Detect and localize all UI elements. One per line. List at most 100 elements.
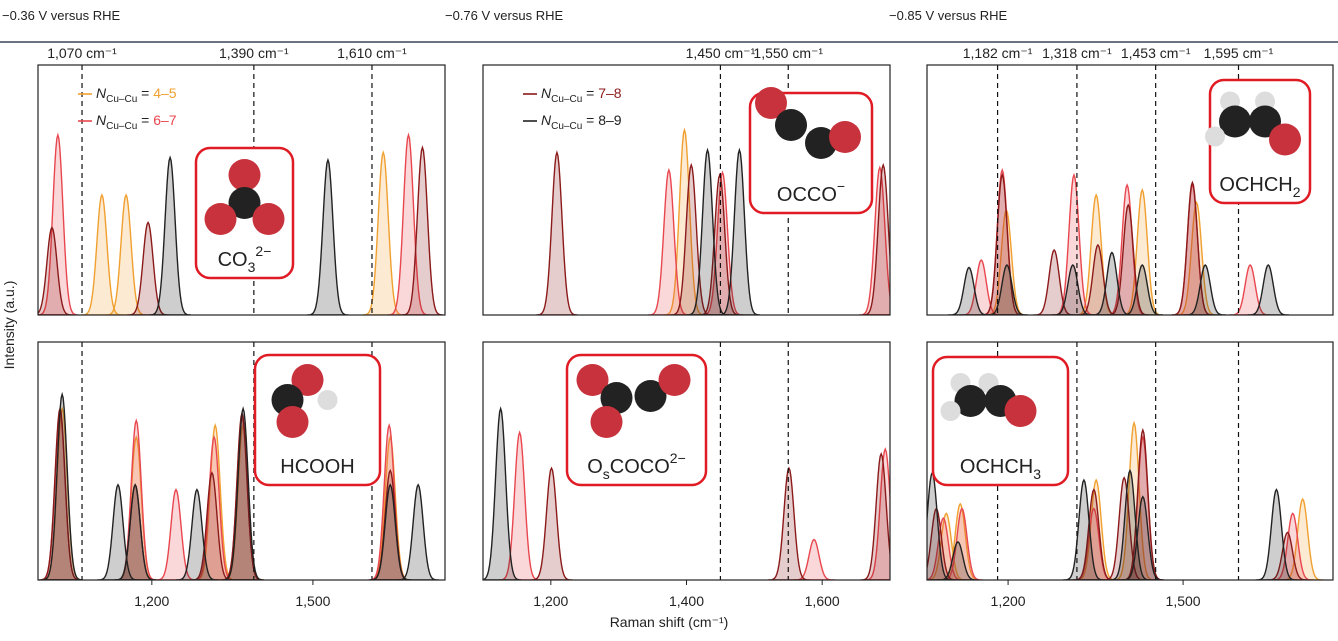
species-label: OCHCH3: [960, 456, 1041, 482]
species-base: OCHCH: [960, 456, 1033, 478]
peak: [97, 483, 139, 580]
species-sup: 2−: [670, 450, 686, 466]
legend-range: 4–5: [153, 85, 177, 101]
legend-entry: NCu–Cu = 6–7: [96, 112, 177, 132]
peak: [387, 132, 430, 315]
peak: [1122, 495, 1164, 580]
legend-sign: =: [582, 112, 598, 128]
x-tick-label: 1,400: [669, 593, 704, 609]
species-base: O: [587, 456, 603, 478]
legend-sign: =: [137, 85, 153, 101]
species-label: OsCOCO2−: [587, 450, 686, 482]
peak: [1109, 468, 1151, 580]
peak: [986, 264, 1028, 315]
peak: [483, 406, 522, 580]
peak: [701, 170, 744, 315]
peak: [362, 150, 404, 315]
x-tick-label: 1,200: [134, 593, 169, 609]
atom: [590, 406, 623, 438]
atom: [1219, 105, 1251, 138]
peak: [1175, 200, 1218, 315]
peak: [941, 507, 983, 580]
atom: [658, 364, 691, 396]
peak: [860, 451, 890, 580]
legend-sign: =: [137, 112, 153, 128]
legend-range: 8–9: [598, 112, 622, 128]
atom: [228, 159, 261, 191]
x-tick-label: 1,500: [1166, 593, 1201, 609]
x-axis-label: Raman shift (cm⁻¹): [610, 614, 729, 630]
peak: [307, 157, 349, 315]
peak: [498, 430, 541, 580]
legend-symbol: N: [96, 112, 107, 128]
atom: [805, 127, 837, 159]
species-base: CO: [218, 249, 248, 271]
atom: [829, 121, 861, 153]
peak: [114, 483, 156, 580]
plot-area: [483, 406, 890, 580]
peak: [1121, 188, 1163, 315]
atom: [954, 385, 987, 417]
species-sup: −: [837, 178, 845, 194]
peak: [176, 488, 218, 580]
x-tick-label: 1,200: [991, 593, 1026, 609]
x-tick-label: 1,200: [533, 593, 568, 609]
atom: [1004, 395, 1037, 427]
legend-symbol: N: [541, 112, 552, 128]
atom: [634, 380, 667, 412]
peak: [981, 172, 1023, 315]
peak: [222, 406, 264, 580]
species-sub: 3: [1033, 466, 1041, 482]
atom: [317, 390, 338, 410]
x-tick-label: 1,500: [295, 593, 330, 609]
x-tick-label: 1,600: [805, 593, 840, 609]
panel-frame: [37, 64, 446, 316]
species-sub: 3: [248, 259, 256, 275]
peak: [536, 150, 578, 315]
peak: [127, 221, 169, 315]
legend-symbol: N: [96, 85, 107, 101]
peak: [1052, 264, 1094, 315]
species-label: OCHCH2: [1219, 174, 1300, 200]
atom: [940, 401, 961, 421]
species-base: HCOOH: [280, 456, 354, 478]
atom: [204, 203, 237, 235]
reference-label: 1,450 cm⁻¹: [686, 45, 756, 61]
species-sup: 2−: [255, 243, 271, 259]
legend-subscript: Cu–Cu: [551, 94, 582, 105]
atom: [576, 364, 609, 396]
peak: [1121, 264, 1163, 315]
peak: [670, 162, 712, 315]
species-sub: s: [603, 466, 610, 482]
peak: [859, 165, 890, 315]
peak: [862, 162, 890, 315]
peak: [1107, 203, 1149, 315]
atom: [1269, 123, 1301, 156]
species-sub: 2: [1293, 184, 1301, 200]
legend-entry: NCu–Cu = 7–8: [541, 85, 622, 105]
peak: [194, 423, 236, 580]
peak: [686, 147, 729, 315]
plot-area: [927, 420, 1324, 580]
reference-label: 1,610 cm⁻¹: [337, 45, 407, 61]
peak: [530, 466, 573, 580]
column-header: −0.85 V versus RHE: [889, 8, 1007, 23]
peak: [927, 512, 967, 580]
peak: [221, 410, 263, 580]
peak: [1075, 478, 1117, 580]
peak: [1063, 478, 1105, 580]
peak: [1255, 488, 1298, 580]
peak: [864, 447, 890, 580]
panel-frame: [482, 64, 891, 316]
peak: [1033, 248, 1075, 315]
peak: [663, 127, 706, 315]
peak: [193, 435, 235, 580]
species-label: OCCO−: [777, 178, 845, 206]
reference-label: 1,070 cm⁻¹: [47, 45, 117, 61]
peak: [718, 147, 761, 315]
column-header: −0.36 V versus RHE: [2, 8, 120, 23]
y-axis-label: Intensity (a.u.): [1, 281, 17, 370]
plot-area: [536, 127, 890, 315]
peak: [397, 483, 439, 580]
peak: [149, 155, 191, 315]
